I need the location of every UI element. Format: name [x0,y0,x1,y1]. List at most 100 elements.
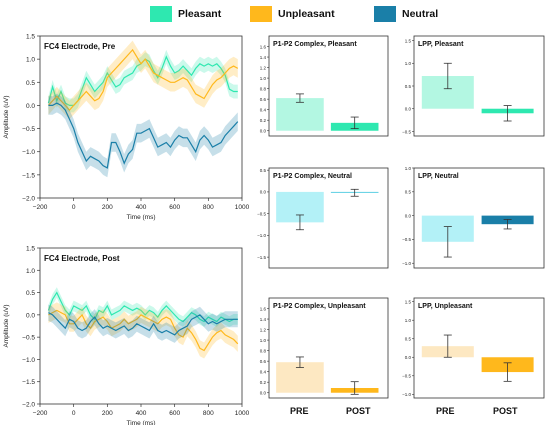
bar-chart-lpp-unpleasant: LPP, Unpleasant −1.0 −0.5 0.0 0.5 1.0 1.5 [402,297,545,399]
series-band-neutral [48,93,238,178]
y-tick-label: 0.5 [26,80,35,87]
y-tick-label: 1.0 [405,318,412,323]
y-tick-label: 1.0 [26,268,35,275]
y-tick-label: 1.4 [260,317,267,322]
y-tick-label: 1.5 [26,34,35,41]
footer-post-label-2: POST [493,406,518,416]
y-tick-label: 1.0 [260,338,267,343]
y-tick-label: −2.0 [22,402,35,409]
footer-pre-label-2: PRE [436,406,455,416]
x-tick-label: 200 [102,204,113,211]
x-tick-label: 0 [72,410,76,417]
y-tick-label: 1.0 [260,76,267,81]
x-tick-label: 600 [169,410,180,417]
legend-item-pleasant: Pleasant [150,6,221,22]
y-tick-label: −1.0 [22,149,35,156]
series-band-neutral [48,304,238,343]
chart-title: P1-P2 Complex, Pleasant [273,41,357,48]
line-chart-pre: FC4 Electrode, Pre −200 0 200 400 600 800 1000 −… [3,34,250,222]
legend-swatch-unpleasant [250,6,272,22]
x-tick-label: −200 [33,410,48,417]
y-tick-label: 0.6 [260,359,267,364]
y-tick-label: 0.5 [405,84,412,89]
y-tick-label: 1.6 [260,306,267,311]
y-tick-label: 0.0 [26,103,35,110]
y-tick-label: 0.0 [260,190,267,195]
chart-title: P1-P2 Complex, Unpleasant [273,303,366,310]
y-tick-label: 1.2 [260,65,267,70]
y-tick-label: 0.8 [260,86,267,91]
y-tick-label: 0.2 [260,380,267,385]
chart-title: P1-P2 Complex, Neutral [273,173,352,180]
y-tick-label: 0.5 [405,337,412,342]
y-tick-label: −2.0 [22,196,35,203]
y-tick-label: 0.0 [405,107,412,112]
x-axis-label: Time (ms) [126,420,155,425]
y-axis-label: Amplitude (uV) [3,96,10,139]
y-tick-label: 0.5 [26,290,35,297]
legend-swatch-pleasant [150,6,172,22]
footer-pre-label-1: PRE [290,406,309,416]
y-tick-label: 1.0 [26,57,35,64]
y-tick-label: 0.4 [260,369,267,374]
y-tick-label: −1.5 [22,172,35,179]
y-tick-label: 0.2 [260,118,267,123]
y-tick-label: −1.0 [257,233,266,238]
x-tick-label: 1000 [235,410,250,417]
chart-title: LPP, Pleasant [418,41,464,48]
y-tick-label: −1.5 [257,255,266,260]
x-tick-label: −200 [33,204,48,211]
bar-chart-lpp-pleasant: LPP, Pleasant −0.5 0.0 0.5 1.0 1.5 [402,35,545,137]
y-tick-label: −0.5 [22,126,35,133]
y-tick-label: −1.5 [22,379,35,386]
y-tick-label: 0.0 [26,312,35,319]
bar-chart-lpp-neutral: LPP, Neutral −1.0 −0.5 0.0 0.5 1.0 [402,166,545,269]
series-line-neutral [48,102,239,169]
y-tick-label: −0.5 [402,237,411,242]
y-tick-label: 1.5 [405,300,412,305]
bar-chart-p1p2-neutral: P1-P2 Complex, Neutral −1.5 −1.0 −0.5 0.0 0.5 [257,167,389,269]
y-tick-label: −0.5 [257,211,266,216]
legend-label-neutral: Neutral [402,8,439,20]
y-tick-label: 1.0 [405,61,412,66]
x-tick-label: 1000 [235,204,250,211]
y-tick-label: 0.0 [405,213,412,218]
y-tick-label: 0.6 [260,97,267,102]
chart-title: LPP, Neutral [418,173,459,180]
y-tick-label: −1.0 [402,261,411,266]
legend-item-neutral: Neutral [374,6,438,22]
y-tick-label: 1.0 [405,166,412,171]
legend-label-unpleasant: Unpleasant [278,8,335,20]
y-tick-label: 0.0 [260,129,267,134]
series-line-neutral [48,312,238,336]
series-line-pleasant [47,291,238,323]
y-tick-label: 0.5 [405,190,412,195]
line-chart-post: FC4 Electrode, Post −200 0 200 400 600 800 1000… [3,246,250,425]
y-tick-label: 0.4 [260,107,267,112]
bar-chart-p1p2-pleasant: P1-P2 Complex, Pleasant 0.0 0.2 0.4 0.6 0.8 1.… [260,35,389,137]
y-tick-label: 1.5 [405,38,412,43]
series-line-unpleasant [48,309,239,352]
legend-label-pleasant: Pleasant [178,8,222,20]
y-tick-label: −0.5 [402,129,411,134]
y-axis-label: Amplitude (uV) [3,305,10,348]
series-band-unpleasant [48,302,238,359]
legend-item-unpleasant: Unpleasant [250,6,335,22]
y-tick-label: 1.6 [260,44,267,49]
x-tick-label: 400 [136,410,147,417]
legend-swatch-neutral [374,6,396,22]
chart-title: FC4 Electrode, Post [44,254,120,263]
x-axis-label: Time (ms) [126,214,155,221]
x-tick-label: 800 [203,204,214,211]
y-tick-label: 0.0 [405,355,412,360]
chart-title: FC4 Electrode, Pre [44,42,116,51]
y-tick-label: −1.0 [22,357,35,364]
series-line-unpleasant [47,48,239,112]
bar-chart-p1p2-unpleasant: P1-P2 Complex, Unpleasant 0.0 0.2 0.4 0.6 0.8… [260,297,389,399]
chart-title: LPP, Unpleasant [418,303,473,310]
y-tick-label: 1.2 [260,327,267,332]
y-tick-label: 1.4 [260,55,267,60]
bar-pre [276,98,324,131]
series-band-pleasant [48,49,238,113]
x-tick-label: 0 [72,204,76,211]
